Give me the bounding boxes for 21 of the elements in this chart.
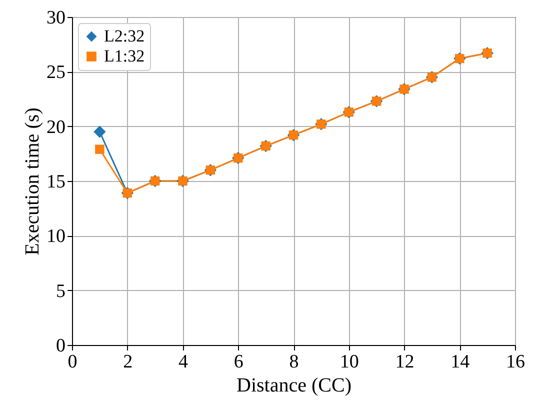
- x-tick-label: 16: [506, 352, 525, 372]
- legend-label: L2:32: [104, 26, 145, 46]
- y-tick-label: 30: [46, 8, 66, 28]
- y-tick-label: 20: [46, 116, 66, 138]
- y-tick-label: 10: [46, 226, 66, 248]
- y-tick-label: 15: [46, 172, 66, 192]
- x-tick-label: 6: [234, 352, 244, 372]
- y-tick-label: 5: [56, 280, 66, 302]
- y-axis-title: Execution time (s): [22, 108, 44, 256]
- x-tick-label: 14: [450, 352, 470, 372]
- y-tick-label: 0: [56, 336, 66, 356]
- point: [95, 144, 104, 154]
- x-tick-label: 12: [395, 352, 414, 372]
- x-tick-label: 10: [340, 352, 359, 372]
- x-tick-label: 2: [123, 352, 133, 372]
- point: [94, 126, 106, 138]
- legend-label: L1:32: [104, 46, 145, 66]
- x-tick-label: 8: [289, 352, 299, 372]
- x-axis-title: Distance (CC): [236, 374, 352, 396]
- x-tick-label: 4: [178, 352, 188, 372]
- y-tick-label: 25: [46, 62, 66, 84]
